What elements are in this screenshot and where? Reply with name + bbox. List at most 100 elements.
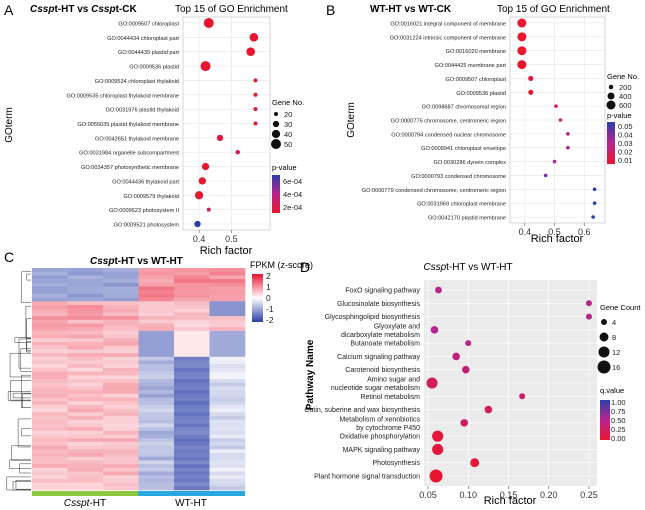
heatmap-cell [138,319,175,324]
data-point [585,300,592,307]
heatmap-cell [67,360,104,365]
heatmap-cell [209,290,246,295]
heatmap-cell [174,342,210,346]
heatmap-cell [209,360,246,365]
color-legend-label: 0.01 [618,156,633,165]
color-legend-label: 1.00 [611,398,626,407]
heatmap-cell [103,386,139,391]
heatmap-cell [174,375,210,380]
heatmap-cell [174,453,210,457]
y-tick-label: GO:0009521 photosystem [114,223,180,229]
y-tick-label: GO:0009507 chloroplast [118,22,179,28]
heatmap-cell [32,445,68,450]
heatmap-cell [103,293,139,298]
y-tick-label: Retinol metabolism [360,394,420,401]
heatmap-cell [67,293,104,298]
heatmap-cell [32,482,68,487]
dendrogram-branch [20,348,31,372]
heatmap-cell [174,401,210,406]
heatmap-cell [209,334,246,339]
heatmap-cell [209,441,246,446]
heatmap-cell [209,279,246,284]
color-legend-label: 0.50 [611,416,626,425]
heatmap-cell [67,416,104,420]
heatmap-cell [209,404,246,409]
heatmap-cell [138,349,175,354]
dendrogram-branch [26,341,31,353]
heatmap-cell [67,271,104,276]
chart-b-title: WT-HT vs WT-CK [370,4,452,15]
data-point [253,121,258,126]
heatmap-cell [174,271,210,276]
heatmap-cell [209,282,246,287]
data-point [429,469,443,483]
heatmap-cell [103,390,139,395]
heatmap-cell [138,342,175,346]
data-point [585,313,592,320]
data-point [566,145,570,150]
y-tick-label: GO:0031976 plastid thylakoid [106,108,179,114]
heatmap-cell [67,445,104,450]
heatmap-cell [209,271,246,276]
heatmap-cell [209,464,246,469]
heatmap-cell [32,390,68,395]
y-tick-label: GO:0000794 condensed nuclear chromosome [391,132,506,138]
heatmap-cell [103,312,139,317]
heatmap-cell [32,308,68,313]
heatmap-cell [138,301,175,306]
data-point [558,118,563,122]
heatmap-cell [138,334,175,339]
color-legend-label: 0.05 [618,122,633,131]
heatmap-cell [174,312,210,317]
heatmap-cell [138,290,175,295]
data-point [235,149,241,155]
data-point [543,173,548,178]
color-legend-label: 0.03 [618,139,633,148]
heatmap-cell [138,434,175,439]
chart-a: Csspt-HT vs Csspt-CK Top 15 of GO Enrich… [4,4,304,257]
heatmap-cell [209,471,246,476]
y-tick-label: GO:0000779 condensed chromosome, centrom… [362,188,506,194]
heatmap-cell [209,301,246,306]
data-point [203,18,214,28]
heatmap-cell [103,434,139,439]
heatmap-cell [103,430,139,435]
heatmap-cell [209,482,246,487]
dendrogram-branch [7,391,31,402]
heatmap-cell [32,460,68,465]
y-tick-label: GO:0044434 chloroplast part [107,36,179,42]
heatmap-cell [174,445,210,450]
heatmap-cell [67,475,104,480]
heatmap-cell [67,390,104,395]
heatmap-cell [209,460,246,465]
size-legend-dot [606,100,616,110]
heatmap-cell [67,393,104,398]
heatmap-cell [103,367,139,372]
heatmap-cell [209,456,246,461]
heatmap-cell [67,467,104,472]
data-point [200,61,211,72]
heatmap-cell [138,353,175,358]
data-point [528,75,534,82]
heatmap-cell [67,345,104,350]
data-point [460,419,469,427]
heatmap-cell [174,427,210,432]
heatmap-cell [67,386,104,391]
heatmap-cell [174,449,210,454]
heatmap-cell [209,371,246,376]
heatmap-cell [174,467,210,472]
y-tick-label: Calcium signaling pathway [337,354,420,361]
chart-c-dendrogram [6,271,31,491]
dendrogram-branch [11,445,31,461]
heatmap-cell [138,404,175,409]
heatmap-cell [138,308,175,313]
heatmap-cell [103,268,139,272]
heatmap-cell [174,353,210,358]
size-legend-label: 20 [284,110,292,119]
chart-a-ylabel: GOterm [4,107,15,143]
heatmap-cell [103,282,139,287]
heatmap-cell [138,453,175,457]
chart-c-group-bar-1 [32,491,138,496]
heatmap-cell [138,430,175,435]
heatmap-cell [138,316,175,321]
